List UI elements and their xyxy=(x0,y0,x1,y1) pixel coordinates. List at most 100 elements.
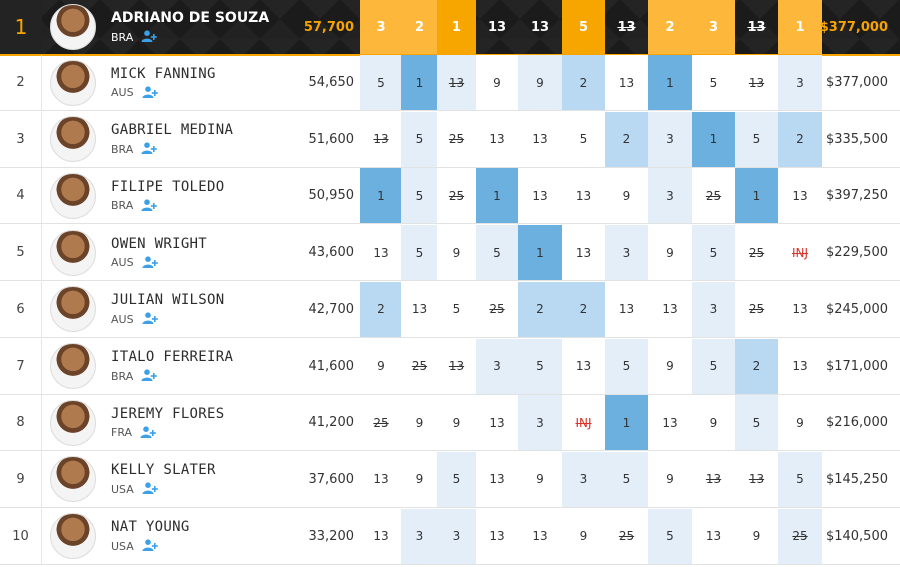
event-cell[interactable]: 13 xyxy=(778,168,822,224)
event-cell[interactable]: 2 xyxy=(735,338,778,394)
event-cell[interactable]: 3 xyxy=(562,451,605,507)
event-cell[interactable]: 1 xyxy=(401,55,438,110)
event-cell[interactable]: 25 xyxy=(401,338,438,394)
event-cell[interactable]: 3 xyxy=(437,508,476,564)
event-cell[interactable]: 13 xyxy=(360,508,402,564)
event-cell[interactable]: 5 xyxy=(692,225,735,281)
surfer-row[interactable]: 3 GABRIEL MEDINA BRA 51,600 13 5 25 13 13 5 2 3 1 5 2 $… xyxy=(0,111,900,168)
surfer-name[interactable]: JULIAN WILSON xyxy=(111,292,225,309)
event-cell[interactable]: 9 xyxy=(437,395,476,451)
surfer-row[interactable]: 9 KELLY SLATER USA 37,600 13 9 5 13 9 3 5 9 13 13 5 $14… xyxy=(0,451,900,508)
event-cell[interactable]: INJ xyxy=(562,395,605,451)
event-cell[interactable]: 13 xyxy=(437,55,476,110)
event-cell[interactable]: 13 xyxy=(562,168,605,224)
add-user-icon[interactable] xyxy=(141,369,158,383)
event-cell[interactable]: 5 xyxy=(605,451,648,507)
avatar[interactable] xyxy=(50,343,96,389)
event-cell[interactable]: 5 xyxy=(437,451,476,507)
event-cell[interactable]: 5 xyxy=(648,508,692,564)
event-cell[interactable]: 13 xyxy=(476,451,518,507)
event-cell[interactable]: 2 xyxy=(562,55,605,110)
add-user-icon[interactable] xyxy=(141,30,158,44)
event-cell[interactable]: 5 xyxy=(401,225,438,281)
event-cell[interactable]: 13 xyxy=(518,508,562,564)
add-user-icon[interactable] xyxy=(142,85,158,100)
event-cell[interactable]: 5 xyxy=(437,281,476,337)
event-cell[interactable]: 13 xyxy=(692,508,735,564)
event-cell[interactable]: 3 xyxy=(778,55,822,110)
event-cell[interactable]: 5 xyxy=(518,338,562,394)
event-cell[interactable]: 13 xyxy=(778,338,822,394)
event-cell[interactable]: 2 xyxy=(562,281,605,337)
event-cell[interactable]: 1 xyxy=(518,225,562,281)
event-cell[interactable]: 13 xyxy=(648,395,692,451)
event-cell[interactable]: 1 xyxy=(648,55,692,110)
event-cell[interactable]: 5 xyxy=(476,225,518,281)
event-cell[interactable]: 13 xyxy=(605,0,648,55)
event-cell[interactable]: 9 xyxy=(401,451,438,507)
event-cell[interactable]: 13 xyxy=(476,111,518,167)
event-cell[interactable]: 2 xyxy=(778,111,822,167)
event-cell[interactable]: 9 xyxy=(562,508,605,564)
event-cell[interactable]: 3 xyxy=(518,395,562,451)
event-cell[interactable]: 13 xyxy=(735,451,778,507)
surfer-row[interactable]: 10 NAT YOUNG USA 33,200 13 3 3 13 13 9 25 5 13 9 25 $14… xyxy=(0,508,900,565)
event-cell[interactable]: 25 xyxy=(605,508,648,564)
add-user-icon[interactable] xyxy=(142,539,158,553)
surfer-row[interactable]: 4 FILIPE TOLEDO BRA 50,950 1 5 25 1 13 13 9 3 25 1 13 $… xyxy=(0,168,900,225)
add-user-icon[interactable] xyxy=(142,255,158,270)
event-cell[interactable]: 2 xyxy=(605,111,648,167)
event-cell[interactable]: 9 xyxy=(648,225,692,281)
event-cell[interactable]: 5 xyxy=(360,55,402,110)
event-cell[interactable]: 5 xyxy=(692,55,735,110)
event-cell[interactable]: 13 xyxy=(360,225,402,281)
event-cell[interactable]: 3 xyxy=(648,111,692,167)
event-cell[interactable]: 13 xyxy=(518,0,562,55)
event-cell[interactable]: 9 xyxy=(401,395,438,451)
surfer-name[interactable]: FILIPE TOLEDO xyxy=(111,178,225,195)
event-cell[interactable]: 5 xyxy=(692,338,735,394)
event-cell[interactable]: 3 xyxy=(605,225,648,281)
event-cell[interactable]: 1 xyxy=(778,0,822,55)
event-cell[interactable]: 2 xyxy=(360,281,402,337)
event-cell[interactable]: 5 xyxy=(401,168,438,224)
event-cell[interactable]: 9 xyxy=(476,55,518,110)
event-cell[interactable]: 9 xyxy=(648,338,692,394)
surfer-name[interactable]: ITALO FERREIRA xyxy=(111,349,234,365)
avatar[interactable] xyxy=(50,116,96,163)
event-cell[interactable]: 1 xyxy=(692,111,735,167)
event-cell[interactable]: 1 xyxy=(735,168,778,224)
avatar[interactable] xyxy=(50,59,96,106)
event-cell[interactable]: 5 xyxy=(735,111,778,167)
event-cell[interactable]: 13 xyxy=(778,281,822,337)
event-cell[interactable]: 25 xyxy=(360,395,402,451)
event-cell[interactable]: 3 xyxy=(401,508,438,564)
leader-row[interactable]: 1 ADRIANO DE SOUZA BRA 57,700 3 2 1 13 13 5 13 2 3 13… xyxy=(0,0,900,55)
event-cell[interactable]: 3 xyxy=(692,281,735,337)
event-cell[interactable]: 5 xyxy=(605,338,648,394)
event-cell[interactable]: 9 xyxy=(437,225,476,281)
avatar[interactable] xyxy=(50,513,96,560)
add-user-icon[interactable] xyxy=(141,142,158,156)
surfer-row[interactable]: 7 ITALO FERREIRA BRA 41,600 9 25 13 3 5 13 5 9 5 2 13 $… xyxy=(0,338,900,395)
event-cell[interactable]: 9 xyxy=(778,395,822,451)
event-cell[interactable]: 9 xyxy=(518,55,562,110)
event-cell[interactable]: 13 xyxy=(518,111,562,167)
add-user-icon[interactable] xyxy=(141,199,158,213)
avatar[interactable] xyxy=(50,456,96,503)
event-cell[interactable]: INJ xyxy=(778,225,822,281)
event-cell[interactable]: 13 xyxy=(476,508,518,564)
event-cell[interactable]: 13 xyxy=(562,338,605,394)
event-cell[interactable]: 1 xyxy=(605,395,648,451)
event-cell[interactable]: 13 xyxy=(692,451,735,507)
avatar[interactable] xyxy=(50,172,96,219)
event-cell[interactable]: 13 xyxy=(360,451,402,507)
event-cell[interactable]: 13 xyxy=(735,0,778,55)
event-cell[interactable]: 13 xyxy=(476,395,518,451)
event-cell[interactable]: 13 xyxy=(735,55,778,110)
event-cell[interactable]: 1 xyxy=(437,0,476,55)
surfer-name[interactable]: KELLY SLATER xyxy=(111,462,216,479)
surfer-name[interactable]: GABRIEL MEDINA xyxy=(111,122,234,139)
event-cell[interactable]: 13 xyxy=(562,225,605,281)
event-cell[interactable]: 9 xyxy=(735,508,778,564)
